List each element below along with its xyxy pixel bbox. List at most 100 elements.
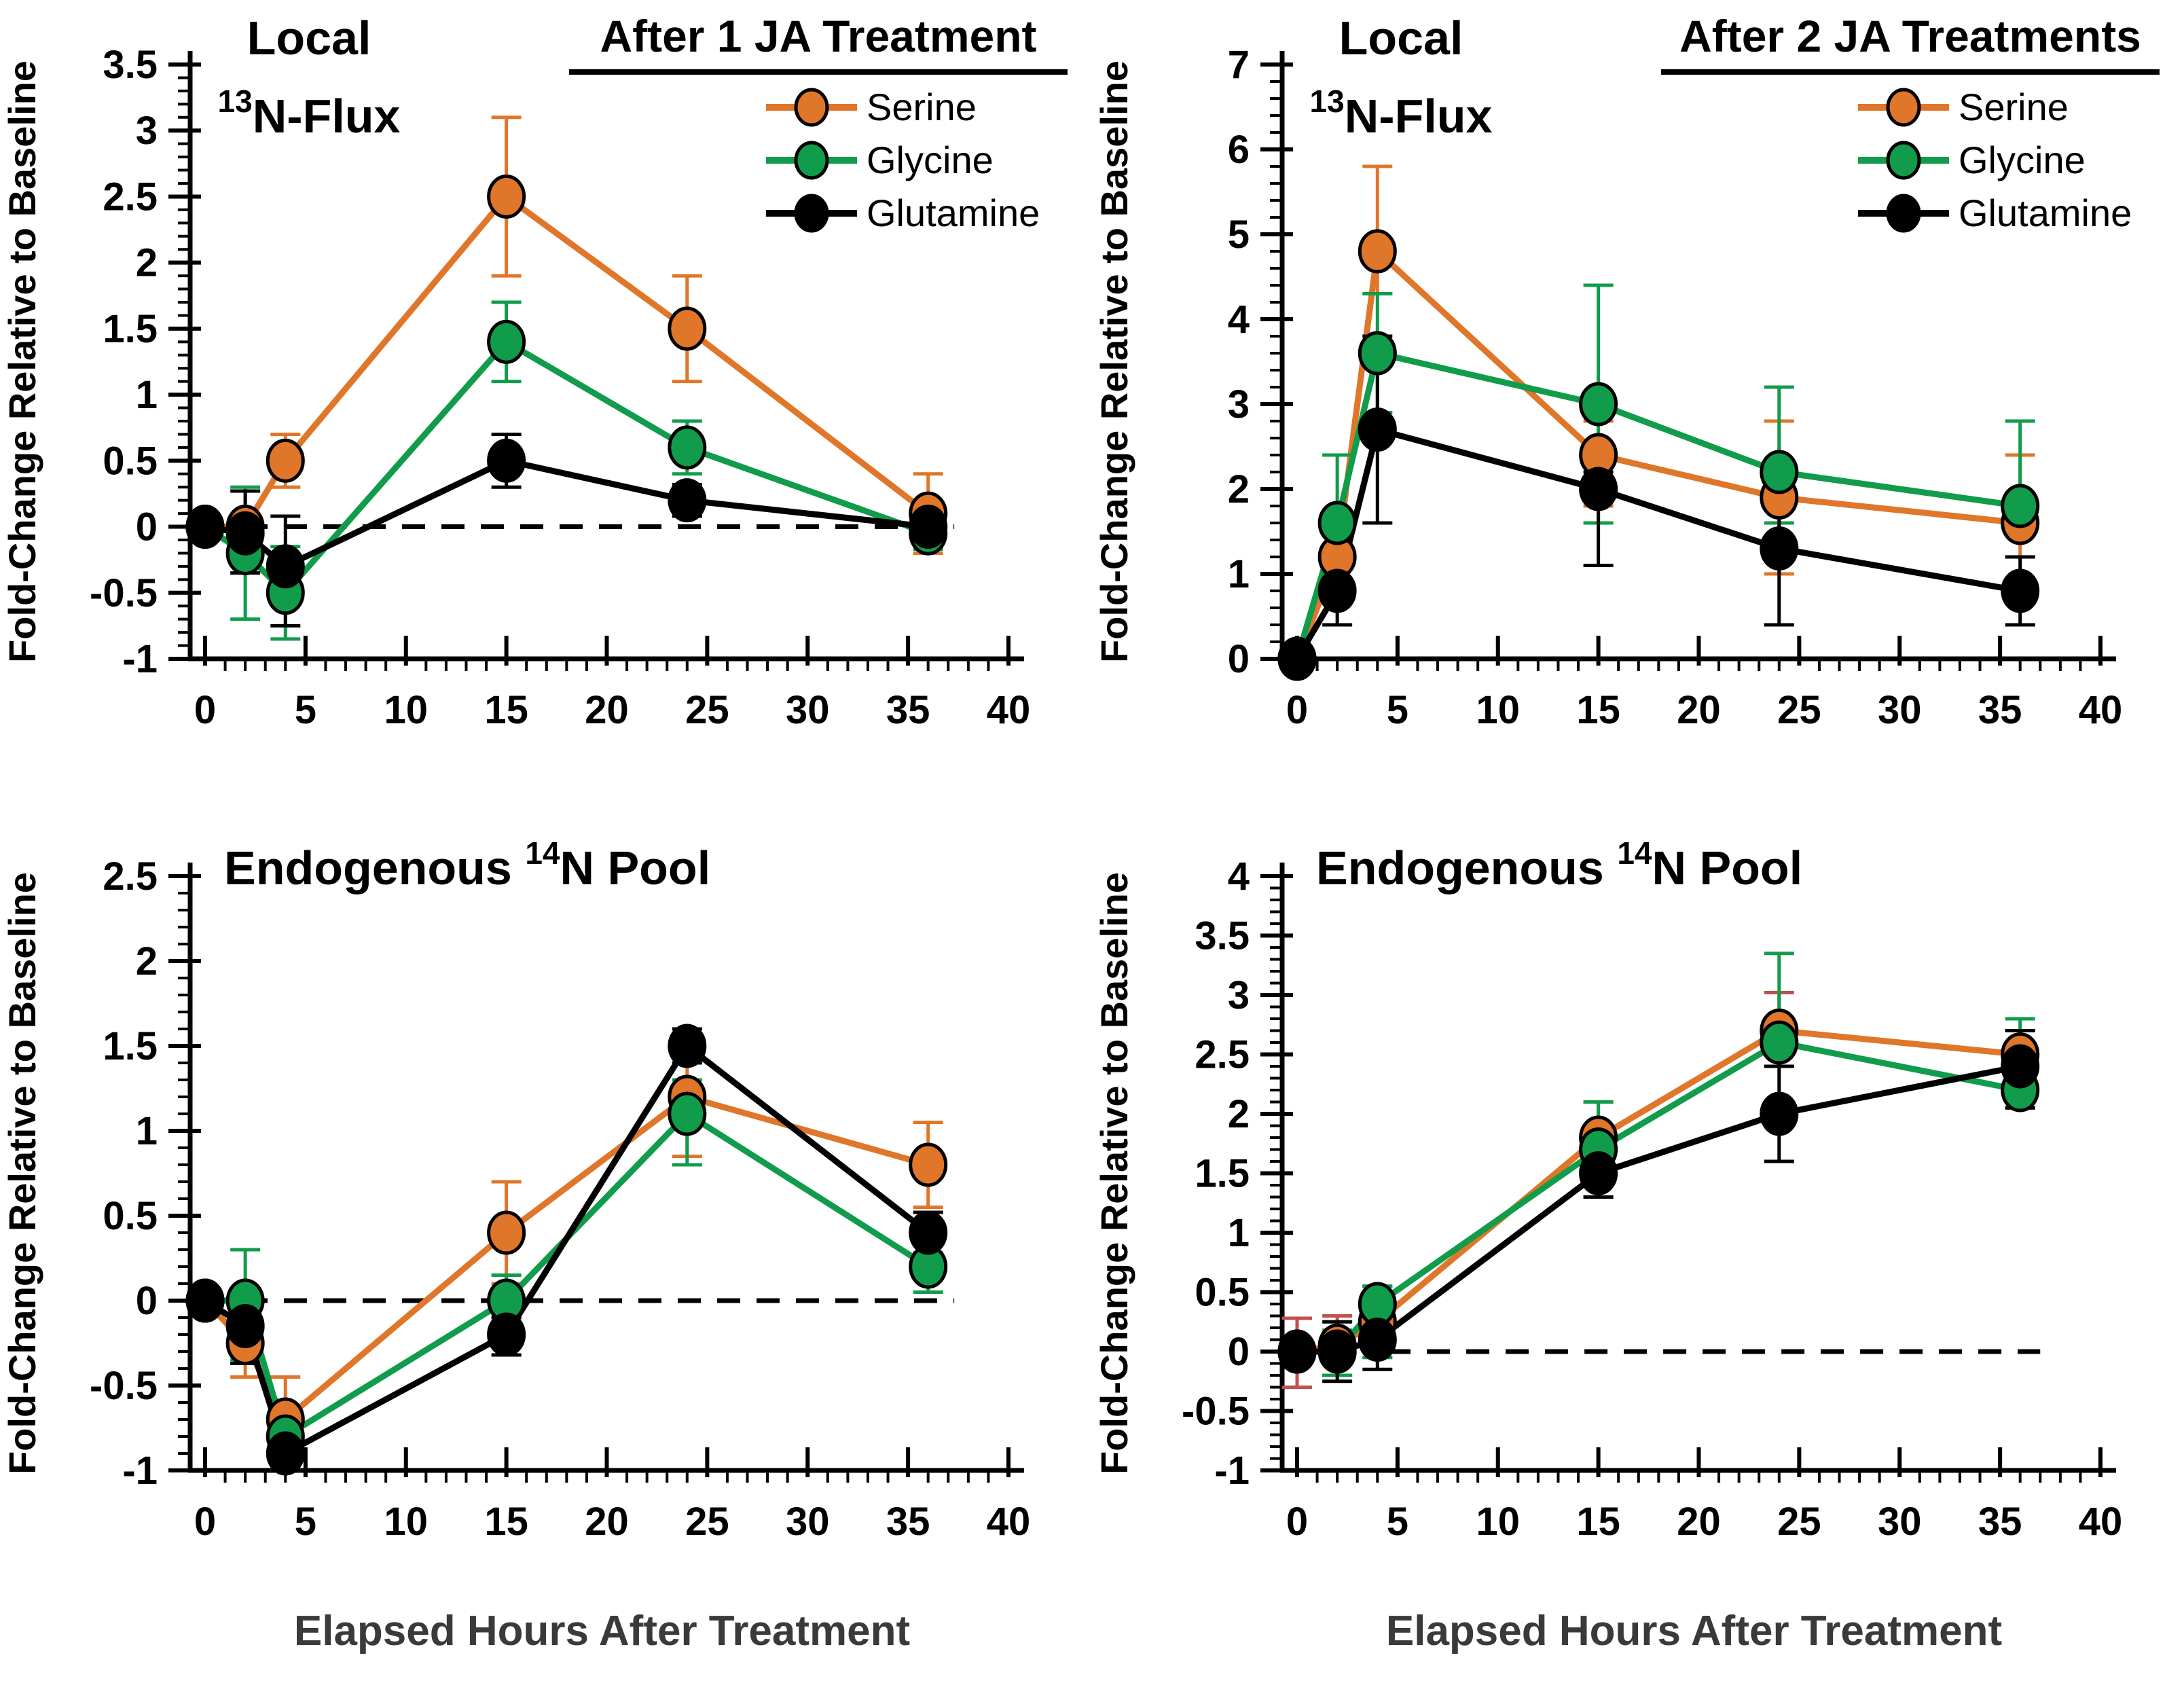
y-tick-label: 2 <box>1228 467 1250 511</box>
legend-label: Glycine <box>867 139 994 181</box>
data-point-glutamine <box>909 505 948 549</box>
data-point-glutamine <box>1579 1151 1618 1195</box>
y-tick-label: 5 <box>1228 213 1250 257</box>
data-point-glycine <box>2001 484 2040 528</box>
y-tick-label: 0.5 <box>1195 1271 1250 1315</box>
data-point-serine <box>487 1210 526 1255</box>
y-tick-label: 0 <box>1228 637 1250 681</box>
legend-marker <box>1886 141 1921 180</box>
y-tick-label: -0.5 <box>1182 1390 1250 1434</box>
y-tick-label: 1.5 <box>103 1024 158 1068</box>
x-tick-label: 10 <box>384 1500 428 1544</box>
legend-marker <box>794 88 829 127</box>
y-tick-label: 2.5 <box>103 175 158 219</box>
markers-serine <box>1277 1009 2040 1374</box>
y-tick-label: -1 <box>122 1449 158 1493</box>
data-point-glutamine <box>225 511 265 556</box>
series-line-glutamine <box>204 457 929 571</box>
data-point-glutamine <box>668 1024 707 1068</box>
data-point-serine <box>487 174 526 219</box>
legend-marker <box>794 194 829 233</box>
y-tick-label: 2.5 <box>103 854 158 899</box>
data-point-glutamine <box>1760 1091 1799 1136</box>
x-tick-label: 20 <box>585 688 629 732</box>
data-point-glycine <box>1760 450 1799 494</box>
y-tick-label: 1 <box>136 1109 158 1153</box>
data-point-glutamine <box>266 1431 305 1476</box>
x-tick-label: 35 <box>886 1500 930 1544</box>
y-tick-label: 3 <box>1228 382 1250 427</box>
y-tick-label: 3 <box>136 109 158 153</box>
x-tick-label: 5 <box>295 1500 316 1544</box>
series-line-glutamine <box>1294 425 2021 661</box>
y-tick-label: 4 <box>1228 297 1250 342</box>
data-point-glutamine <box>1358 408 1397 452</box>
panel-title: Endogenous 14N Pool <box>224 835 710 894</box>
x-tick-label: 15 <box>1576 688 1620 732</box>
legend-item-serine: Serine <box>766 86 977 128</box>
legend-label: Serine <box>1959 86 2069 128</box>
x-tick-label: 20 <box>585 1500 629 1544</box>
x-tick-label: 35 <box>1978 688 2022 732</box>
x-tick-label: 40 <box>2079 1500 2123 1544</box>
panel-title: 13N-Flux <box>218 84 401 143</box>
x-tick-label: 5 <box>1387 688 1408 732</box>
data-point-serine <box>266 438 305 483</box>
y-tick-label: 1 <box>136 373 158 417</box>
y-tick-label: -0.5 <box>90 571 158 615</box>
x-tick-label: 25 <box>1777 688 1821 732</box>
x-tick-label: 5 <box>295 688 316 732</box>
y-axis-label: Fold-Change Relative to Baseline <box>1093 872 1135 1474</box>
data-point-glycine <box>668 1091 707 1136</box>
legend-item-glycine: Glycine <box>1858 139 2086 181</box>
x-tick-label: 10 <box>1476 1500 1520 1544</box>
data-point-glutamine <box>487 1312 526 1357</box>
series-glutamine <box>1294 334 2035 661</box>
legend-item-glycine: Glycine <box>766 139 994 181</box>
chart-endogenous-14n-pool-2ja: -1-0.500.511.522.533.540 5 10 15 20 25 30 35 40E… <box>1093 835 2123 1654</box>
x-tick-label: 15 <box>484 1500 528 1544</box>
panel-top-right: 0 1 2 3 4 5 6 7 0 5 10 15 20 25 30 35 40 Local 13N-Flux Aft… <box>1092 0 2184 781</box>
x-axis-label: Elapsed Hours After Treatment <box>294 1608 910 1654</box>
y-tick-label: -0.5 <box>90 1364 158 1408</box>
y-tick-label: 1.5 <box>103 307 158 351</box>
x-tick-label: 25 <box>1777 1500 1821 1544</box>
panel-bottom-right: -1 -0.5 0 0.5 1 1.5 2 2.5 3 3.5 4 0 5 10 15 20 25 30 35 40 E… <box>1092 781 2184 1683</box>
x-tick-label: 40 <box>2079 688 2123 732</box>
x-tick-label: 40 <box>987 1500 1031 1544</box>
data-point-glycine <box>1760 1020 1799 1065</box>
data-point-glutamine <box>1760 526 1799 571</box>
x-tick-label: 30 <box>1878 1500 1922 1544</box>
legend-label: Glutamine <box>1959 192 2132 234</box>
y-tick-label: 2.5 <box>1195 1033 1250 1077</box>
markers-glutamine <box>185 1024 948 1476</box>
y-tick-label: 0 <box>136 1279 158 1323</box>
markers-glutamine <box>185 438 948 589</box>
data-point-glutamine <box>266 544 305 589</box>
y-tick-label: 2 <box>136 241 158 285</box>
data-point-serine <box>668 306 707 351</box>
legend-label: Serine <box>867 86 977 128</box>
legend-label: Glutamine <box>867 192 1040 234</box>
series-serine <box>1294 164 2035 660</box>
y-tick-label: 7 <box>1228 43 1250 87</box>
x-tick-label: 25 <box>685 688 729 732</box>
markers-glutamine <box>1277 1044 2040 1374</box>
series-line-serine <box>1296 1027 2021 1355</box>
x-tick-label: 10 <box>1476 688 1520 732</box>
y-tick-label: -1 <box>1214 1449 1250 1493</box>
x-tick-label: 0 <box>194 688 216 732</box>
series-line-glutamine <box>1297 1063 2021 1355</box>
y-tick-label: -1 <box>122 637 158 681</box>
panel-header: After 1 JA Treatment <box>600 11 1036 61</box>
y-tick-label: 4 <box>1228 854 1250 899</box>
markers-serine <box>185 174 948 549</box>
data-point-glutamine <box>487 438 526 483</box>
x-tick-label: 25 <box>685 1500 729 1544</box>
data-point-glutamine <box>1358 1318 1397 1362</box>
x-tick-label: 10 <box>384 688 428 732</box>
markers-glutamine <box>1277 408 2040 681</box>
y-tick-label: 6 <box>1228 128 1250 172</box>
panel-bottom-left: -1 -0.5 0 0.5 1 1.5 2 2.5 0 5 10 15 20 25 30 35 40 Endoge… <box>0 781 1092 1683</box>
data-point-glutamine <box>2001 1044 2040 1089</box>
